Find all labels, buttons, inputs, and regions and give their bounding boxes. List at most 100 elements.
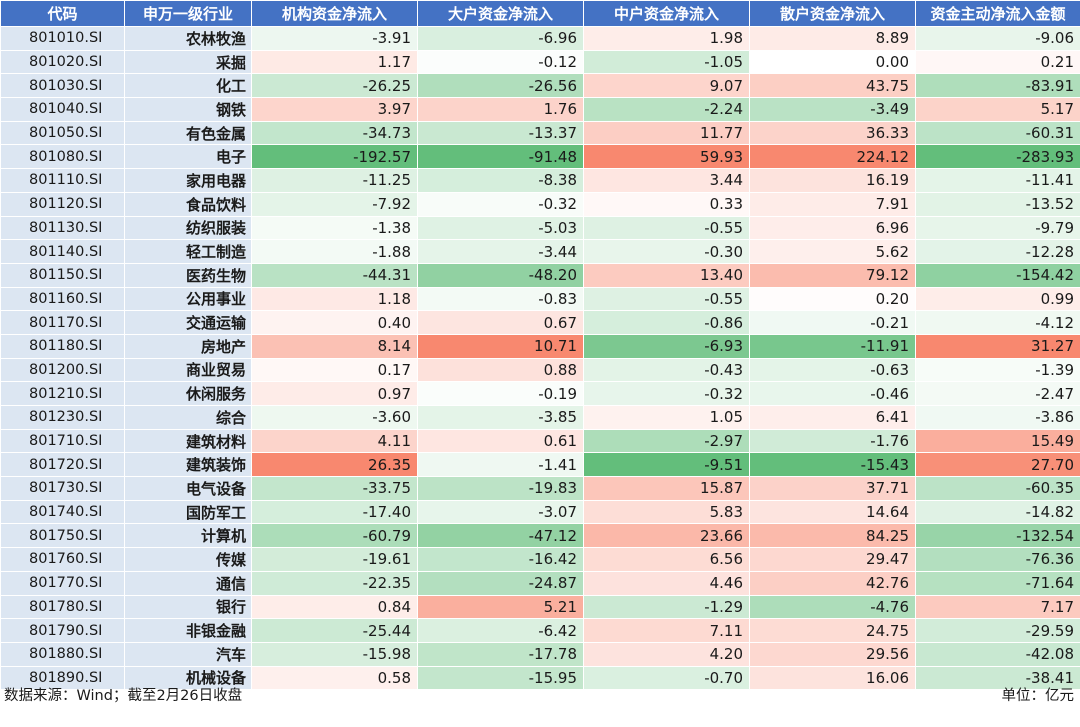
header-code[interactable]: 代码 (0, 0, 125, 27)
active-net-inflow-cell: -42.08 (915, 641, 1080, 667)
header-industry[interactable]: 申万一级行业 (124, 0, 252, 27)
medium-holder-inflow-cell: -0.70 (583, 665, 750, 691)
large-holder-inflow-cell: 1.76 (417, 97, 584, 122)
header-institution-inflow[interactable]: 机构资金净流入 (251, 0, 418, 27)
table-row: 801210.SI 休闲服务 0.97 -0.19 -0.32 -0.46 -2.47 (0, 381, 1080, 406)
table-row: 801790.SI 非银金融 -25.44 -6.42 7.11 24.75 -29.59 (0, 618, 1080, 643)
industry-code-cell: 801790.SI (0, 618, 125, 643)
industry-code-cell: 801110.SI (0, 168, 125, 193)
industry-name-cell: 采掘 (124, 49, 252, 75)
table-row: 801040.SI 钢铁 3.97 1.76 -2.24 -3.49 5.17 (0, 97, 1080, 122)
institution-inflow-cell: -3.91 (251, 26, 418, 51)
industry-code-cell: 801080.SI (0, 144, 125, 170)
medium-holder-inflow-cell: -1.29 (583, 594, 750, 620)
table-row: 801020.SI 采掘 1.17 -0.12 -1.05 0.00 0.21 (0, 49, 1080, 75)
industry-code-cell: 801760.SI (0, 547, 125, 572)
industry-code-cell: 801750.SI (0, 523, 125, 549)
active-net-inflow-cell: -76.36 (915, 547, 1080, 572)
active-net-inflow-cell: 5.17 (915, 97, 1080, 122)
industry-name-cell: 商业贸易 (124, 357, 252, 383)
industry-name-cell: 电气设备 (124, 476, 252, 501)
industry-name-cell: 银行 (124, 594, 252, 620)
medium-holder-inflow-cell: 5.83 (583, 499, 750, 525)
large-holder-inflow-cell: -47.12 (417, 523, 584, 549)
industry-name-cell: 食品饮料 (124, 191, 252, 217)
institution-inflow-cell: 0.40 (251, 310, 418, 335)
medium-holder-inflow-cell: -0.32 (583, 381, 750, 406)
retail-inflow-cell: 6.41 (749, 405, 916, 430)
table-row: 801140.SI 轻工制造 -1.88 -3.44 -0.30 5.62 -12.28 (0, 239, 1080, 264)
retail-inflow-cell: 36.33 (749, 120, 916, 146)
active-net-inflow-cell: -38.41 (915, 665, 1080, 691)
industry-name-cell: 农林牧渔 (124, 26, 252, 51)
retail-inflow-cell: 29.56 (749, 641, 916, 667)
institution-inflow-cell: 1.18 (251, 286, 418, 312)
active-net-inflow-cell: -283.93 (915, 144, 1080, 170)
institution-inflow-cell: -19.61 (251, 547, 418, 572)
retail-inflow-cell: -0.63 (749, 357, 916, 383)
industry-code-cell: 801880.SI (0, 641, 125, 667)
table-row: 801180.SI 房地产 8.14 10.71 -6.93 -11.91 31.27 (0, 333, 1080, 359)
industry-code-cell: 801140.SI (0, 239, 125, 264)
active-net-inflow-cell: -71.64 (915, 570, 1080, 596)
table-row: 801770.SI 通信 -22.35 -24.87 4.46 42.76 -71.64 (0, 570, 1080, 596)
retail-inflow-cell: -4.76 (749, 594, 916, 620)
medium-holder-inflow-cell: -0.86 (583, 310, 750, 335)
large-holder-inflow-cell: -15.95 (417, 665, 584, 691)
retail-inflow-cell: 8.89 (749, 26, 916, 51)
medium-holder-inflow-cell: 4.46 (583, 570, 750, 596)
medium-holder-inflow-cell: 7.11 (583, 618, 750, 643)
institution-inflow-cell: -34.73 (251, 120, 418, 146)
medium-holder-inflow-cell: -0.55 (583, 286, 750, 312)
header-active-net-inflow[interactable]: 资金主动净流入金额 (915, 0, 1080, 27)
industry-code-cell: 801720.SI (0, 452, 125, 478)
industry-code-cell: 801180.SI (0, 333, 125, 359)
retail-inflow-cell: 14.64 (749, 499, 916, 525)
table-row: 801080.SI 电子 -192.57 -91.48 59.93 224.12 -283.… (0, 144, 1080, 170)
industry-code-cell: 801740.SI (0, 499, 125, 525)
institution-inflow-cell: 0.17 (251, 357, 418, 383)
large-holder-inflow-cell: -0.19 (417, 381, 584, 406)
footer: 数据来源：Wind；截至2月26日收盘 单位：亿元 (4, 684, 1076, 706)
industry-code-cell: 801040.SI (0, 97, 125, 122)
active-net-inflow-cell: -12.28 (915, 239, 1080, 264)
industry-name-cell: 家用电器 (124, 168, 252, 193)
retail-inflow-cell: 0.00 (749, 49, 916, 75)
industry-name-cell: 国防军工 (124, 499, 252, 525)
industry-code-cell: 801890.SI (0, 665, 125, 691)
table-row: 801890.SI 机械设备 0.58 -15.95 -0.70 16.06 -38.41 (0, 665, 1080, 691)
institution-inflow-cell: 26.35 (251, 452, 418, 478)
active-net-inflow-cell: -2.47 (915, 381, 1080, 406)
institution-inflow-cell: 3.97 (251, 97, 418, 122)
large-holder-inflow-cell: -24.87 (417, 570, 584, 596)
industry-code-cell: 801020.SI (0, 49, 125, 75)
medium-holder-inflow-cell: -6.93 (583, 333, 750, 359)
table-row: 801230.SI 综合 -3.60 -3.85 1.05 6.41 -3.86 (0, 405, 1080, 430)
unit-note: 单位：亿元 (1001, 688, 1075, 704)
medium-holder-inflow-cell: -0.55 (583, 215, 750, 241)
large-holder-inflow-cell: -1.41 (417, 452, 584, 478)
active-net-inflow-cell: -9.06 (915, 26, 1080, 51)
active-net-inflow-cell: -154.42 (915, 262, 1080, 288)
retail-inflow-cell: 37.71 (749, 476, 916, 501)
active-net-inflow-cell: -13.52 (915, 191, 1080, 217)
header-large-holder-inflow[interactable]: 大户资金净流入 (417, 0, 584, 27)
table-row: 801050.SI 有色金属 -34.73 -13.37 11.77 36.33 -60.3… (0, 120, 1080, 146)
retail-inflow-cell: 7.91 (749, 191, 916, 217)
fund-flow-table: 代码 申万一级行业 机构资金净流入 大户资金净流入 中户资金净流入 散户资金净流… (0, 0, 1080, 691)
retail-inflow-cell: 84.25 (749, 523, 916, 549)
header-retail-inflow[interactable]: 散户资金净流入 (749, 0, 916, 27)
large-holder-inflow-cell: -6.96 (417, 26, 584, 51)
table-row: 801880.SI 汽车 -15.98 -17.78 4.20 29.56 -42.08 (0, 641, 1080, 667)
large-holder-inflow-cell: -48.20 (417, 262, 584, 288)
table-row: 801150.SI 医药生物 -44.31 -48.20 13.40 79.12 -154.… (0, 262, 1080, 288)
header-medium-holder-inflow[interactable]: 中户资金净流入 (583, 0, 750, 27)
retail-inflow-cell: -1.76 (749, 428, 916, 454)
large-holder-inflow-cell: -91.48 (417, 144, 584, 170)
table-row: 801740.SI 国防军工 -17.40 -3.07 5.83 14.64 -14.82 (0, 499, 1080, 525)
active-net-inflow-cell: -9.79 (915, 215, 1080, 241)
table-row: 801160.SI 公用事业 1.18 -0.83 -0.55 0.20 0.99 (0, 286, 1080, 312)
industry-name-cell: 汽车 (124, 641, 252, 667)
medium-holder-inflow-cell: -2.24 (583, 97, 750, 122)
